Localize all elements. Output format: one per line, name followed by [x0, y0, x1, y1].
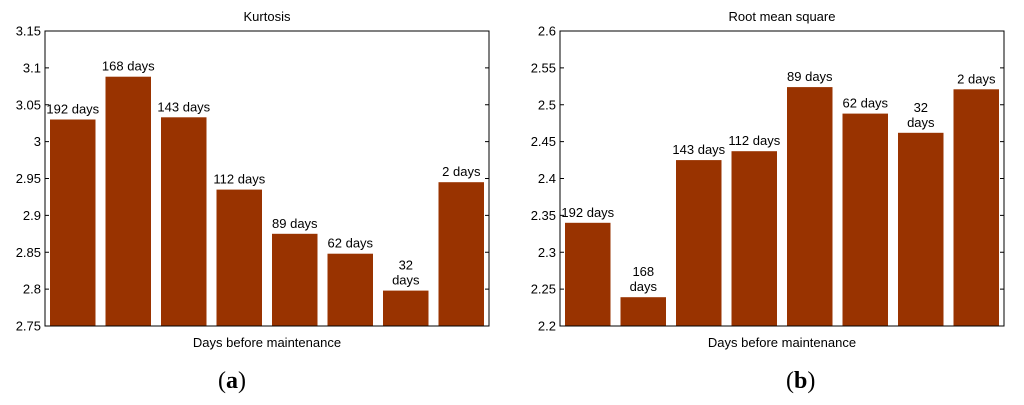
y-tick-label: 2.35 — [531, 208, 556, 223]
chart-title: Root mean square — [729, 9, 836, 24]
y-tick-label: 2.9 — [23, 208, 41, 223]
y-tick-label: 2.2 — [538, 319, 556, 334]
bar-112-days — [731, 151, 777, 326]
bar-label: 2 days — [957, 71, 996, 86]
bar-112-days — [216, 189, 262, 326]
bar-label: 89 days — [787, 69, 833, 84]
panel-label-a: (a) — [218, 368, 246, 394]
bar-label: 168 days — [102, 59, 155, 74]
bar-label: 192 days — [561, 205, 614, 220]
y-tick-label: 2.45 — [531, 134, 556, 149]
bar-89-days — [272, 233, 318, 326]
x-axis-label: Days before maintenance — [708, 335, 856, 350]
bar-label: 143 days — [672, 142, 725, 157]
bar-192-days — [50, 119, 96, 326]
y-tick-label: 3.1 — [23, 60, 41, 75]
bar-62-days — [842, 113, 888, 326]
y-tick-label: 2.55 — [531, 60, 556, 75]
y-tick-label: 2.25 — [531, 282, 556, 297]
bar-168-days — [620, 297, 666, 326]
y-tick-label: 2.85 — [16, 245, 41, 260]
bar-143-days — [676, 160, 722, 326]
bar-label: 89 days — [272, 216, 318, 231]
bar-label: 143 days — [157, 99, 210, 114]
bar-label: 62 days — [328, 236, 374, 251]
bar-label: 168 days — [630, 264, 658, 294]
y-tick-label: 2.75 — [16, 319, 41, 334]
bar-62-days — [327, 253, 373, 326]
bar-32-days — [898, 132, 944, 326]
bar-label: 32 days — [392, 258, 420, 288]
bar-32-days — [383, 290, 429, 326]
bar-label: 32 days — [907, 100, 935, 130]
chart-b: Root mean square 192 days 168 days 143 days1… — [531, 9, 1005, 350]
bar-label: 62 days — [843, 96, 889, 111]
y-tick-label: 3.05 — [16, 97, 41, 112]
panel-label-b: (b) — [786, 368, 816, 394]
y-tick-label: 3.15 — [16, 24, 41, 39]
bar-2-days — [438, 182, 484, 326]
bar-168-days — [105, 76, 151, 326]
bar-143-days — [161, 117, 207, 326]
bar-label: 112 days — [728, 133, 780, 148]
y-tick-label: 2.95 — [16, 171, 41, 186]
x-axis-label: Days before maintenance — [193, 335, 341, 350]
y-tick-label: 2.4 — [538, 171, 556, 186]
bar-label: 2 days — [442, 164, 481, 179]
bar-label: 192 days — [46, 102, 99, 117]
bar-89-days — [787, 87, 833, 326]
chart-a: Kurtosis 192 days 168 days 143 days 112 days… — [16, 9, 490, 350]
y-tick-label: 2.8 — [23, 282, 41, 297]
bar-192-days — [565, 222, 611, 326]
y-tick-label: 3 — [34, 134, 41, 149]
bar-label: 112 days — [213, 172, 265, 187]
y-tick-label: 2.3 — [538, 245, 556, 260]
y-tick-label: 2.6 — [538, 24, 556, 39]
chart-title: Kurtosis — [244, 9, 291, 24]
bar-2-days — [953, 89, 999, 326]
y-tick-label: 2.5 — [538, 97, 556, 112]
